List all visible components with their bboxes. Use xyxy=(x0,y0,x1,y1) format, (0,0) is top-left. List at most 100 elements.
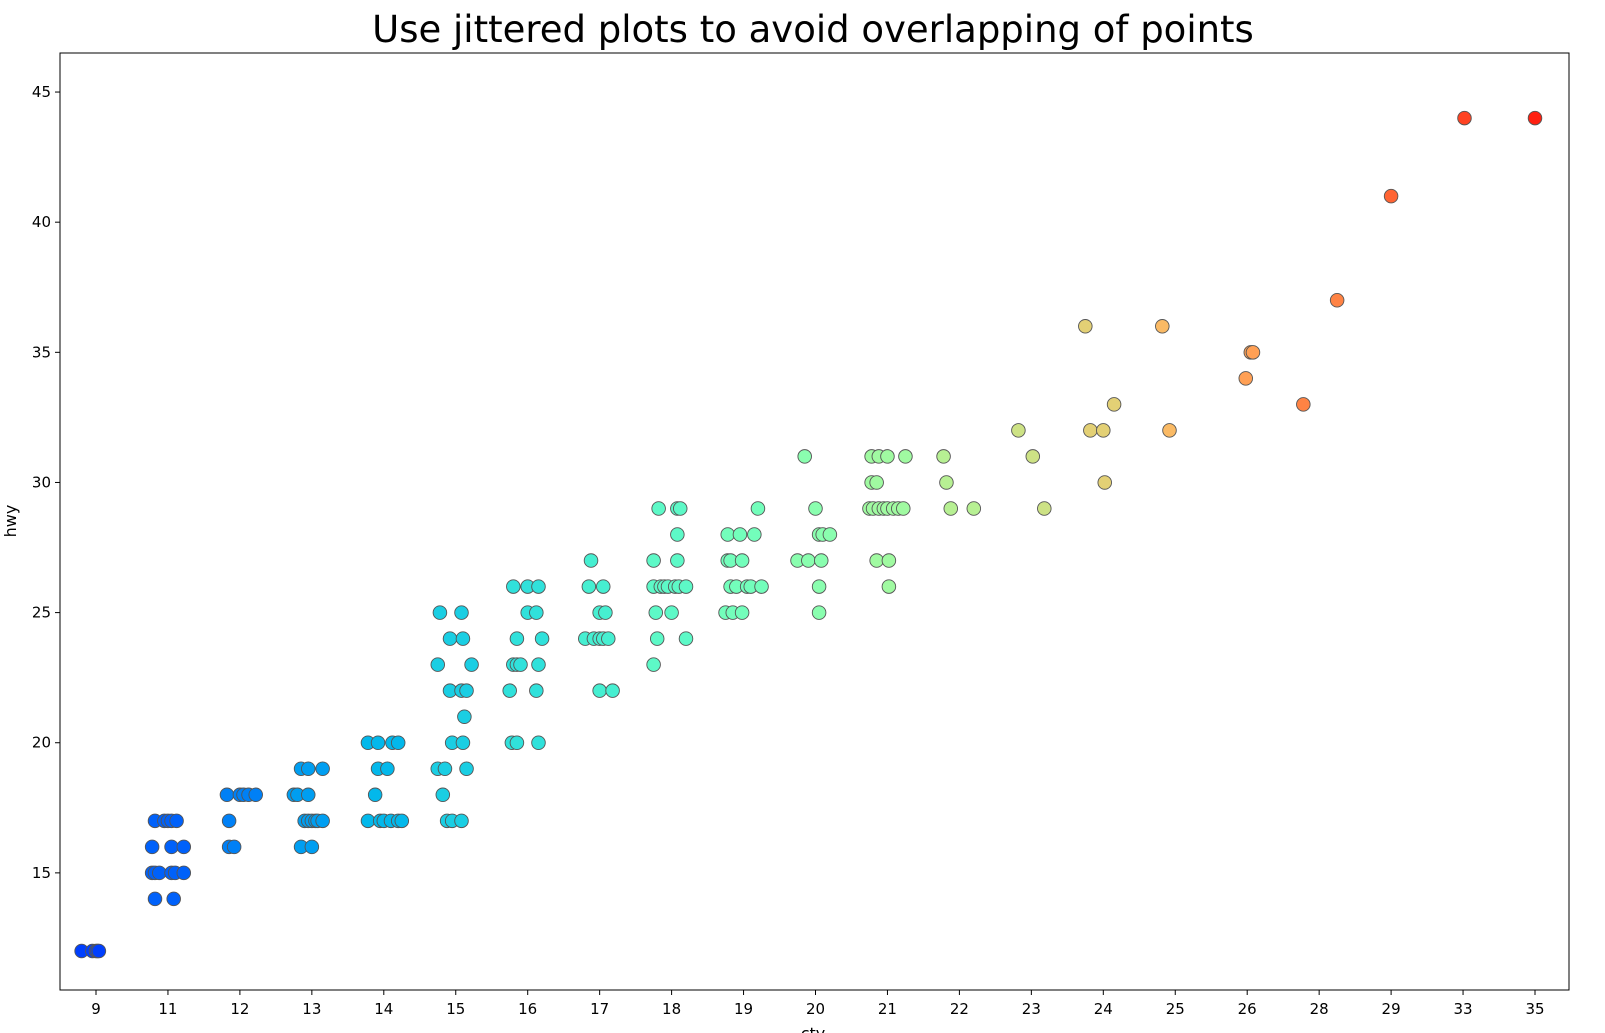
data-point xyxy=(1245,345,1261,360)
x-axis-label: cty xyxy=(801,1024,826,1033)
y-axis: 15 20 25 30 35 40 45 xyxy=(32,83,60,882)
data-point xyxy=(881,553,897,568)
y-axis-label: hwy xyxy=(1,505,20,538)
data-point xyxy=(176,839,192,855)
chart-title: Use jittered plots to avoid overlapping … xyxy=(372,8,1254,51)
x-tick-label: 23 xyxy=(1022,1000,1041,1018)
data-point xyxy=(502,683,517,698)
data-point xyxy=(454,813,469,829)
data-point xyxy=(581,579,597,594)
data-point xyxy=(1155,319,1170,334)
data-point xyxy=(1296,397,1311,412)
x-tick-label: 24 xyxy=(1094,1000,1113,1018)
y-tick-label: 15 xyxy=(32,864,51,882)
data-point xyxy=(1238,371,1254,386)
data-point xyxy=(1096,423,1111,438)
x-tick-label: 13 xyxy=(302,1000,321,1018)
data-point xyxy=(226,839,242,855)
data-point xyxy=(144,839,160,855)
data-point xyxy=(147,891,163,907)
data-point xyxy=(455,735,471,750)
x-tick-label: 9 xyxy=(91,1000,101,1018)
data-point xyxy=(176,865,192,881)
data-point xyxy=(464,657,479,672)
data-point xyxy=(1037,501,1052,516)
data-point xyxy=(248,787,263,803)
data-point xyxy=(315,761,330,777)
data-point xyxy=(506,579,521,594)
x-axis: 9 11 12 13 14 15 16 17 18 19 20 21 22 23 24 25 26 28 29 33 3… xyxy=(91,990,1545,1018)
data-point xyxy=(437,761,453,777)
x-tick-label: 17 xyxy=(590,1000,609,1018)
data-point xyxy=(513,657,528,672)
data-point xyxy=(1025,449,1041,464)
data-point xyxy=(221,813,237,829)
data-point xyxy=(605,683,620,698)
data-point xyxy=(734,605,750,620)
data-point xyxy=(304,839,320,855)
x-tick-label: 20 xyxy=(806,1000,825,1018)
x-tick-label: 29 xyxy=(1382,1000,1401,1018)
data-point xyxy=(750,501,766,516)
data-point xyxy=(734,553,750,568)
x-tick-label: 26 xyxy=(1238,1000,1257,1018)
x-tick-label: 35 xyxy=(1525,1000,1544,1018)
y-tick-label: 45 xyxy=(32,83,51,101)
x-tick-label: 11 xyxy=(158,1000,177,1018)
data-point xyxy=(1383,188,1399,204)
data-point xyxy=(430,657,446,672)
x-tick-label: 33 xyxy=(1454,1000,1473,1018)
x-tick-label: 19 xyxy=(734,1000,753,1018)
data-point xyxy=(164,839,179,855)
data-point xyxy=(442,631,458,646)
data-point xyxy=(966,501,982,516)
data-point xyxy=(880,449,895,464)
data-point xyxy=(646,553,661,568)
data-point xyxy=(601,631,616,646)
x-tick-label: 14 xyxy=(374,1000,393,1018)
data-point xyxy=(509,735,525,750)
x-tick-label: 15 xyxy=(446,1000,465,1018)
data-point xyxy=(592,683,607,698)
y-tick-label: 30 xyxy=(32,473,51,491)
data-point xyxy=(646,657,661,672)
data-point xyxy=(367,787,383,803)
data-point xyxy=(732,527,748,542)
data-point xyxy=(747,527,762,542)
data-point xyxy=(822,527,838,542)
data-point xyxy=(301,787,316,803)
data-point xyxy=(509,631,525,646)
data-point xyxy=(1457,110,1472,126)
data-point xyxy=(152,865,167,881)
data-point xyxy=(432,605,448,620)
x-tick-label: 18 xyxy=(662,1000,681,1018)
data-point xyxy=(370,735,386,750)
data-point xyxy=(529,683,544,698)
y-tick-label: 25 xyxy=(32,604,51,622)
x-tick-label: 25 xyxy=(1166,1000,1185,1018)
data-point xyxy=(169,813,184,829)
data-point xyxy=(459,761,474,777)
data-point xyxy=(672,501,688,516)
data-point xyxy=(301,761,316,777)
data-point xyxy=(943,501,959,516)
data-point xyxy=(808,501,823,516)
data-point xyxy=(390,735,406,750)
data-point xyxy=(869,475,884,490)
data-point xyxy=(648,605,664,620)
data-point xyxy=(869,553,884,568)
data-point xyxy=(1097,475,1112,490)
data-point xyxy=(595,579,611,594)
data-point xyxy=(454,605,469,620)
data-point xyxy=(219,787,235,803)
data-point xyxy=(814,553,829,568)
x-tick-label: 16 xyxy=(518,1000,537,1018)
data-point xyxy=(811,579,827,594)
data-point xyxy=(1106,397,1122,412)
data-point xyxy=(166,891,181,907)
data-point xyxy=(435,787,451,803)
data-point xyxy=(664,605,679,620)
y-tick-label: 20 xyxy=(32,734,51,752)
data-point xyxy=(529,605,544,620)
data-point xyxy=(939,475,954,490)
